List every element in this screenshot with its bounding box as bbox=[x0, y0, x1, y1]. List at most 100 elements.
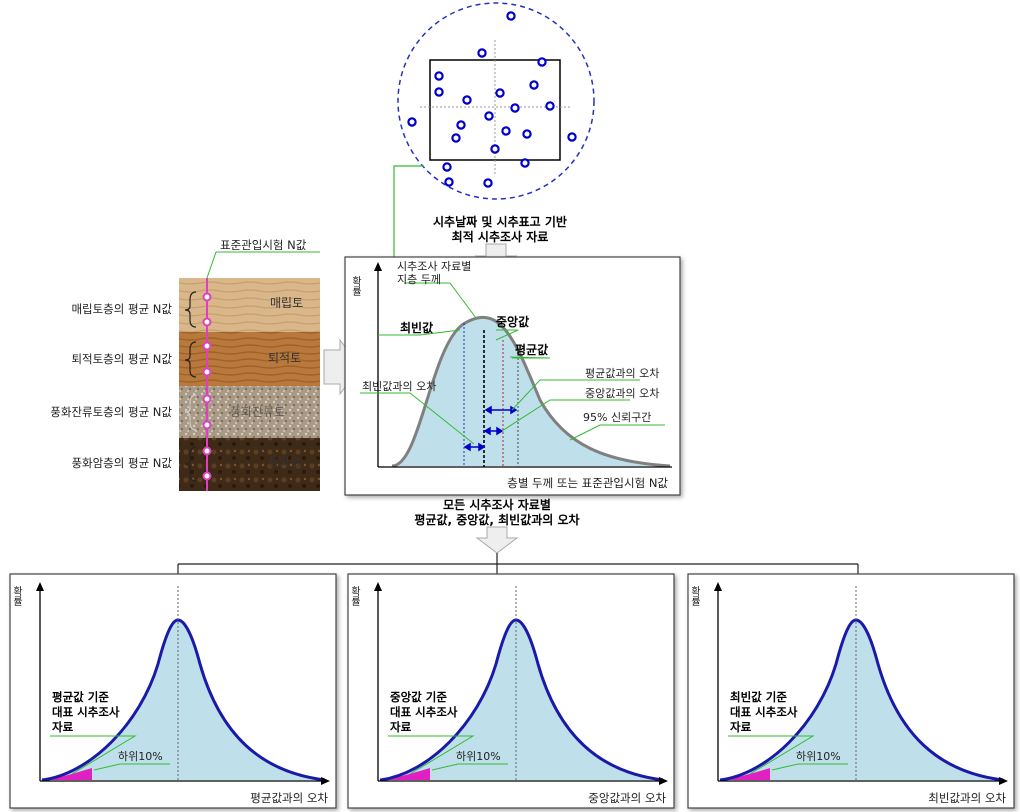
bottom-distribution-area bbox=[42, 620, 325, 780]
representative-callout bbox=[388, 735, 475, 775]
top-caption-line2: 최적 시추조사 자료 bbox=[452, 229, 549, 244]
borehole-point bbox=[456, 120, 466, 130]
lower-callout bbox=[771, 763, 848, 771]
main-callouts bbox=[360, 282, 665, 445]
spt-label: 표준관입시험 N값 bbox=[220, 238, 307, 252]
lower-percent-label: 하위10% bbox=[456, 749, 501, 763]
median-label: 중앙값 bbox=[496, 315, 529, 329]
search-radius-circle bbox=[397, 2, 595, 200]
borehole-point bbox=[483, 178, 493, 188]
spt-leader-drop bbox=[206, 251, 217, 279]
layer-residual bbox=[179, 386, 320, 438]
top-caption-line1: 시추날짜 및 시추표고 기반 bbox=[433, 214, 567, 229]
representative-callout bbox=[50, 735, 137, 775]
bottom-x-label: 평균값과의 오차 bbox=[250, 791, 328, 805]
borehole-point bbox=[520, 158, 530, 168]
representative-label: 대표 시추조사 bbox=[52, 705, 120, 719]
main-distribution-curve bbox=[391, 316, 671, 468]
main-distribution-area bbox=[392, 317, 670, 466]
main-x-label: 층별 두께 또는 표준관입시험 N값 bbox=[507, 476, 668, 490]
borehole-point bbox=[495, 88, 505, 98]
bottom-distribution-area bbox=[720, 620, 1003, 780]
bottom-y-label: 확률 bbox=[11, 586, 23, 606]
side-label-deposit: 퇴적토층의 평균 N값 bbox=[71, 352, 172, 366]
lower-10-percent-area bbox=[380, 768, 430, 780]
mode-label: 최빈값 bbox=[400, 320, 433, 335]
basis-label: 평균값 기준 bbox=[52, 690, 109, 704]
borehole-point bbox=[407, 117, 417, 127]
borehole-point bbox=[567, 132, 577, 142]
representative-label: 대표 시추조사 bbox=[730, 705, 798, 719]
borehole-point bbox=[434, 87, 444, 97]
data-label: 자료 bbox=[52, 720, 74, 734]
sampling-area bbox=[397, 2, 595, 200]
borehole-point bbox=[462, 95, 472, 105]
basis-label: 최빈값 기준 bbox=[730, 690, 787, 704]
main-y-label: 확률 bbox=[350, 276, 362, 296]
borehole-point bbox=[510, 103, 520, 113]
bottom-x-label: 최빈값과의 오차 bbox=[928, 791, 1006, 805]
bottom-x-arrow bbox=[999, 777, 1008, 785]
borehole-point bbox=[529, 80, 539, 90]
lower-percent-label: 하위10% bbox=[118, 749, 163, 763]
borehole-point bbox=[522, 129, 532, 139]
borehole-point bbox=[442, 162, 452, 172]
side-label-weathered-rock: 풍화암층의 평균 N값 bbox=[71, 456, 172, 470]
thickness-label-1: 시추조사 자료별 bbox=[397, 260, 471, 273]
thickness-leader bbox=[393, 165, 424, 270]
borehole-point bbox=[484, 111, 494, 121]
error-arrows bbox=[463, 405, 518, 452]
main-y-arrow bbox=[374, 262, 382, 271]
middle-caption-line1: 모든 시추조사 자료별 bbox=[443, 497, 551, 512]
spt-test-points bbox=[202, 292, 212, 481]
branch-lines bbox=[177, 553, 859, 574]
bottom-y-label: 확률 bbox=[689, 586, 701, 606]
layer-deposit-name: 퇴적토 bbox=[268, 351, 301, 365]
err-mean-label: 평균값과의 오차 bbox=[585, 367, 659, 380]
borehole-point bbox=[506, 11, 516, 21]
lower-callout bbox=[431, 763, 508, 771]
borehole-point bbox=[501, 126, 511, 136]
lower-10-percent-area bbox=[720, 768, 770, 780]
bottom-y-label: 확률 bbox=[349, 586, 361, 606]
layer-deposit bbox=[179, 332, 320, 386]
side-label-residual: 풍화잔류토층의 평균 N값 bbox=[50, 405, 172, 419]
layer-fill-name: 매립토 bbox=[270, 296, 303, 310]
bottom-x-label: 중앙값과의 오차 bbox=[588, 791, 666, 805]
bottom-y-arrow bbox=[714, 582, 722, 591]
data-label: 자료 bbox=[390, 720, 412, 734]
borehole-point bbox=[477, 48, 487, 58]
representative-label: 대표 시추조사 bbox=[390, 705, 458, 719]
basis-label: 중앙값 기준 bbox=[390, 690, 447, 704]
mean-label: 평균값 bbox=[515, 343, 548, 357]
borehole-point bbox=[434, 71, 444, 81]
bottom-y-arrow bbox=[374, 582, 382, 591]
layer-fill bbox=[179, 278, 320, 332]
layer-brackets bbox=[184, 291, 197, 482]
bottom-x-arrow bbox=[321, 777, 330, 785]
bottom-x-arrow bbox=[659, 777, 668, 785]
layer-weathered-rock bbox=[179, 438, 320, 491]
middle-caption-line2: 평균값, 중앙값, 최빈값과의 오차 bbox=[414, 512, 579, 527]
borehole-points bbox=[407, 11, 577, 188]
borehole-point bbox=[451, 133, 461, 143]
borehole-point bbox=[545, 101, 555, 111]
down-arrow-middle bbox=[475, 526, 519, 554]
layer-weathered-rock-name: 풍화암 bbox=[268, 455, 301, 469]
side-label-fill: 매립토층의 평균 N값 bbox=[71, 302, 172, 316]
bottom-y-arrow bbox=[36, 582, 44, 591]
err-median-label: 중앙값과의 오차 bbox=[585, 387, 659, 400]
borehole-point bbox=[444, 177, 454, 187]
borehole-point bbox=[490, 144, 500, 154]
ci-label: 95% 신뢰구간 bbox=[583, 411, 651, 424]
lower-callout bbox=[93, 763, 170, 771]
data-label: 자료 bbox=[730, 720, 752, 734]
soil-column: 매립토 퇴적토 풍화잔류토 풍화암 bbox=[179, 278, 320, 491]
err-mode-label: 최빈값과의 오차 bbox=[362, 380, 436, 393]
representative-callout bbox=[728, 735, 815, 775]
bottom-distribution-area bbox=[380, 620, 663, 780]
